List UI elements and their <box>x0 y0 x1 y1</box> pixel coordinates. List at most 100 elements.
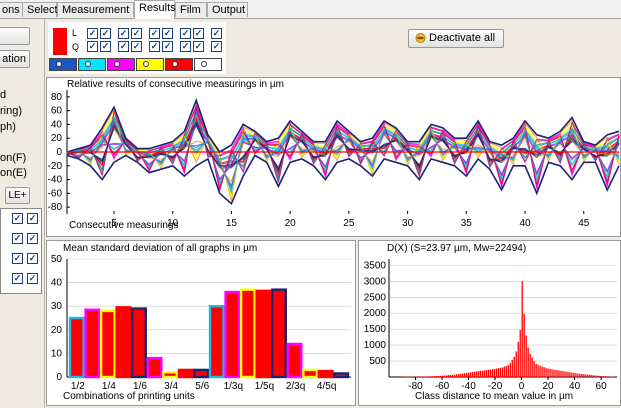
std-bar-15 <box>286 342 303 379</box>
histogram-bar <box>507 365 509 377</box>
std-bar-1 <box>68 316 85 379</box>
measuring-series-line-18 <box>66 120 620 182</box>
sidebar-button-2[interactable]: ation <box>0 50 30 68</box>
histogram-bar <box>585 374 587 377</box>
histogram-bar <box>477 371 480 377</box>
histogram-bar <box>426 376 428 377</box>
series-checkbox-q-3[interactable]: ✓ <box>118 41 129 52</box>
series-checkbox-l-2[interactable]: ✓ <box>100 28 111 39</box>
histogram-bar <box>535 363 537 377</box>
envelope-envelope-min-line <box>66 154 620 206</box>
top-x-tick-label: 15 <box>226 218 238 229</box>
series-control-block: L Q ✓ ✓ ✓ ✓ ✓ ✓ ✓ ✓ ✓ ✓ ✓ ✓ ✓ ✓ ✓ ✓ ✓ ✓ <box>48 22 226 74</box>
std-bar-4 <box>115 306 132 379</box>
histogram-bar <box>563 371 565 377</box>
envelope-envelope-max-line <box>66 97 620 154</box>
histogram-bar <box>551 369 553 377</box>
histogram-bar <box>561 370 563 377</box>
sidebar-checkbox-4-2[interactable]: ✓ <box>27 273 38 284</box>
sidebar-text-4: on(F) <box>0 152 27 164</box>
tab-film[interactable]: Film <box>175 2 207 17</box>
histogram-bar <box>489 369 492 377</box>
histogram-bar <box>424 376 426 377</box>
sidebar-checkbox-2-1[interactable]: ✓ <box>12 233 23 244</box>
series-checkbox-l-9[interactable]: ✓ <box>211 28 222 39</box>
series-checkbox-l-5[interactable]: ✓ <box>149 28 160 39</box>
tab-measurement[interactable]: Measurement <box>57 2 134 17</box>
series-checkbox-q-4[interactable]: ✓ <box>131 41 142 52</box>
series-checkbox-q-9[interactable]: ✓ <box>211 41 222 52</box>
br-x-tick-label: -60 <box>435 381 450 392</box>
le-plus-button[interactable]: LE+ <box>5 187 30 204</box>
br-y-tick-label: 2500 <box>364 292 387 303</box>
histogram-bar <box>497 368 499 377</box>
sidebar-text-5: on(E) <box>0 167 27 179</box>
series-checkbox-q-2[interactable]: ✓ <box>100 41 111 52</box>
series-swatch-1[interactable] <box>49 58 77 71</box>
series-swatch-4[interactable] <box>136 58 164 71</box>
histogram-bar <box>587 374 589 377</box>
histogram-bar <box>495 368 498 377</box>
sidebar-checkbox-4-1[interactable]: ✓ <box>12 273 23 284</box>
histogram-bar <box>529 353 531 377</box>
bl-x-tick-label: 1/2 <box>71 381 85 392</box>
series-checkbox-l-3[interactable]: ✓ <box>118 28 129 39</box>
measuring-series-line-22 <box>66 103 620 183</box>
series-checkbox-l-8[interactable]: ✓ <box>193 28 204 39</box>
std-bar-6 <box>146 356 163 379</box>
histogram-bar <box>432 376 434 377</box>
sidebar-checkbox-1-1[interactable]: ✓ <box>12 213 23 224</box>
tab-select[interactable]: Select <box>22 2 58 17</box>
color-indicator <box>53 28 67 55</box>
series-checkbox-q-8[interactable]: ✓ <box>193 41 204 52</box>
tab-options[interactable]: ons <box>0 2 24 17</box>
histogram-bar <box>503 366 505 377</box>
std-bar-18 <box>333 372 350 379</box>
std-bar-7 <box>162 371 179 379</box>
histogram-bar <box>481 370 484 377</box>
series-checkbox-q-5[interactable]: ✓ <box>149 41 160 52</box>
histogram-bar <box>511 359 513 377</box>
tab-output[interactable]: Output <box>207 2 248 17</box>
measuring-series-line-26 <box>66 116 620 195</box>
series-swatch-3[interactable] <box>107 58 135 71</box>
histogram-bar <box>601 376 603 377</box>
tab-results[interactable]: Results <box>134 0 176 19</box>
series-swatch-5[interactable] <box>165 58 193 71</box>
top-x-tick-label: 35 <box>461 218 473 229</box>
series-swatch-2[interactable] <box>78 58 106 71</box>
sidebar-checkbox-grid: ✓ ✓ ✓ ✓ ✓ ✓ ✓ ✓ <box>0 208 42 294</box>
series-checkbox-q-7[interactable]: ✓ <box>180 41 191 52</box>
sidebar-checkbox-3-2[interactable]: ✓ <box>27 253 38 264</box>
top-x-tick-label: 5 <box>111 218 117 229</box>
histogram-bar <box>461 373 464 377</box>
sidebar-button-1[interactable] <box>0 27 30 45</box>
bottom-left-title: Mean standard deviation of all graphs in… <box>63 243 258 254</box>
top-x-tick-label: 45 <box>578 218 590 229</box>
series-checkbox-l-4[interactable]: ✓ <box>131 28 142 39</box>
series-checkbox-l-7[interactable]: ✓ <box>180 28 191 39</box>
sidebar-checkbox-2-2[interactable]: ✓ <box>27 233 38 244</box>
histogram-bar <box>609 376 611 377</box>
series-checkbox-l-6[interactable]: ✓ <box>162 28 173 39</box>
series-swatch-6[interactable] <box>194 58 222 71</box>
std-bar-8 <box>177 368 194 379</box>
histogram-bar <box>519 329 521 377</box>
series-checkbox-q-1[interactable]: ✓ <box>87 41 98 52</box>
histogram-bar <box>467 372 470 377</box>
histogram-bar <box>515 351 517 377</box>
histogram-bar <box>553 369 555 377</box>
series-checkbox-q-6[interactable]: ✓ <box>162 41 173 52</box>
br-y-tick-label: 3500 <box>364 260 387 271</box>
sidebar-checkbox-3-1[interactable]: ✓ <box>12 253 23 264</box>
deactivate-all-button[interactable]: Deactivate all <box>408 29 504 48</box>
sidebar-checkbox-1-2[interactable]: ✓ <box>27 213 38 224</box>
histogram-bar <box>505 365 507 377</box>
top-y-tick-label: -40 <box>48 175 63 186</box>
histogram-bar <box>521 281 523 377</box>
histogram-bar <box>549 368 551 377</box>
br-x-tick-label: 0 <box>519 381 525 392</box>
histogram-bar <box>565 371 567 377</box>
histogram-bar <box>591 375 593 377</box>
series-checkbox-l-1[interactable]: ✓ <box>87 28 98 39</box>
